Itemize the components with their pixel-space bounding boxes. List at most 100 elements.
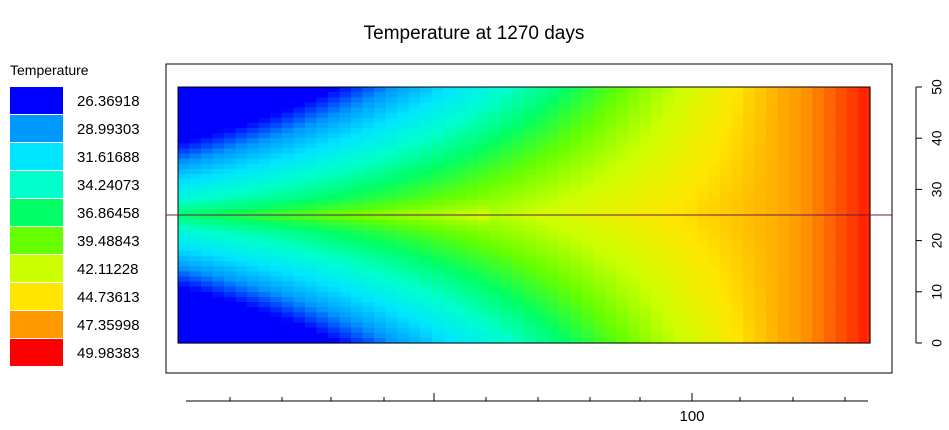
heatmap-cell xyxy=(835,153,848,160)
heatmap-cell xyxy=(316,127,329,134)
heatmap-cell xyxy=(639,127,652,134)
heatmap-cell xyxy=(397,286,410,293)
heatmap-cell xyxy=(351,291,364,298)
heatmap-cell xyxy=(258,271,271,278)
heatmap-cell xyxy=(823,225,836,231)
heatmap-cell xyxy=(777,163,790,170)
heatmap-cell xyxy=(789,220,802,226)
heatmap-cell xyxy=(201,307,214,313)
heatmap-cell xyxy=(201,112,214,119)
heatmap-cell xyxy=(777,317,790,324)
heatmap-cell xyxy=(846,332,860,339)
heatmap-cell xyxy=(224,204,237,211)
heatmap-cell xyxy=(466,97,479,103)
heatmap-cell xyxy=(362,302,375,308)
heatmap-cell xyxy=(697,255,710,262)
heatmap-cell xyxy=(224,266,237,272)
heatmap-cell xyxy=(420,307,433,313)
heatmap-cell xyxy=(327,215,341,221)
heatmap-cell xyxy=(420,276,433,283)
heatmap-cell xyxy=(431,148,444,155)
heatmap-cell xyxy=(443,337,456,344)
heatmap-cell xyxy=(500,225,514,231)
heatmap-cell xyxy=(304,138,317,144)
heatmap-cell xyxy=(466,302,479,308)
heatmap-cell xyxy=(477,337,490,344)
heatmap-cell xyxy=(547,87,560,93)
heatmap-cell xyxy=(697,199,710,206)
heatmap-cell xyxy=(743,332,756,339)
heatmap-cell xyxy=(650,327,663,334)
heatmap-cell xyxy=(247,184,260,190)
heatmap-cell xyxy=(224,215,237,221)
heatmap-cell xyxy=(339,133,352,139)
heatmap-cell xyxy=(558,261,571,267)
heatmap-cell xyxy=(789,179,802,185)
heatmap-cell xyxy=(408,317,421,324)
heatmap-cell xyxy=(720,286,733,293)
heatmap-cell xyxy=(535,225,548,231)
heatmap-cell xyxy=(408,189,421,196)
heatmap-cell xyxy=(846,127,860,134)
heatmap-cell xyxy=(258,97,271,103)
heatmap-cell xyxy=(189,163,202,170)
heatmap-cell xyxy=(731,271,744,278)
heatmap-cell xyxy=(270,327,283,334)
heatmap-cell xyxy=(408,117,421,124)
heatmap-cell xyxy=(189,332,202,339)
heatmap-cell xyxy=(627,307,640,313)
heatmap-cell xyxy=(685,307,698,313)
heatmap-cell xyxy=(270,148,283,155)
heatmap-cell xyxy=(789,112,802,119)
heatmap-cell xyxy=(697,271,710,278)
heatmap-cell xyxy=(339,276,352,283)
heatmap-cell xyxy=(178,107,191,114)
heatmap-cell xyxy=(212,302,225,308)
heatmap-cell xyxy=(720,317,733,324)
heatmap-cell xyxy=(593,127,606,134)
heatmap-cell xyxy=(800,220,813,226)
heatmap-cell xyxy=(731,327,744,334)
heatmap-cell xyxy=(616,122,629,129)
heatmap-cell xyxy=(835,204,848,211)
heatmap-cell xyxy=(777,312,790,318)
heatmap-cell xyxy=(489,245,502,252)
heatmap-cell xyxy=(547,332,560,339)
heatmap-cell xyxy=(547,189,560,196)
heatmap-cell xyxy=(281,102,294,109)
heatmap-cell xyxy=(362,204,375,211)
heatmap-cell xyxy=(327,189,341,196)
heatmap-cell xyxy=(777,230,790,237)
heatmap-cell xyxy=(281,240,294,247)
legend-title: Temperature xyxy=(10,62,89,78)
heatmap-cell xyxy=(385,286,398,293)
heatmap-cell xyxy=(846,168,860,175)
heatmap-cell xyxy=(512,179,525,185)
heatmap-cell xyxy=(858,133,871,139)
heatmap-cell xyxy=(281,337,294,344)
heatmap-cell xyxy=(685,255,698,262)
heatmap-cell xyxy=(327,194,341,201)
heatmap-cell xyxy=(420,92,433,98)
heatmap-cell xyxy=(570,184,583,190)
heatmap-cell xyxy=(789,307,802,313)
heatmap-cell xyxy=(581,240,594,247)
heatmap-cell xyxy=(697,194,710,201)
heatmap-cell xyxy=(524,122,537,129)
heatmap-cell xyxy=(777,174,790,180)
heatmap-cell xyxy=(662,112,675,119)
heatmap-cell xyxy=(454,148,467,155)
heatmap-cell xyxy=(662,235,675,242)
heatmap-cell xyxy=(604,286,617,293)
heatmap-cell xyxy=(627,337,640,344)
heatmap-cell xyxy=(823,194,836,201)
heatmap-cell xyxy=(374,127,387,134)
heatmap-cell xyxy=(581,122,594,129)
heatmap-cell xyxy=(235,117,248,124)
heatmap-cell xyxy=(500,266,514,272)
heatmap-cell xyxy=(374,174,387,180)
heatmap-cell xyxy=(800,163,813,170)
heatmap-cell xyxy=(627,327,640,334)
heatmap-cell xyxy=(420,174,433,180)
heatmap-cell xyxy=(235,107,248,114)
